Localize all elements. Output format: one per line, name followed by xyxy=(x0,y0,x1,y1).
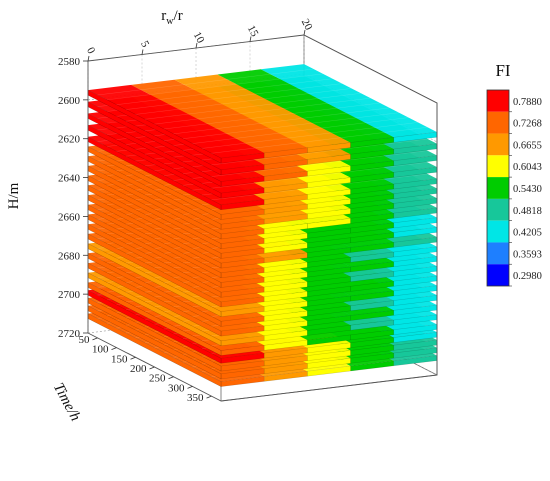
colorbar-swatch xyxy=(487,133,509,156)
layer-streak xyxy=(211,138,428,166)
colorbar-tick-label: 0.2980 xyxy=(513,271,542,282)
x-tick-label: 0 xyxy=(84,45,97,56)
colorbar-frame xyxy=(486,89,510,287)
colorbar-tick-label: 0.7268 xyxy=(513,119,542,130)
y-tick-mark xyxy=(130,356,136,360)
layer-streak xyxy=(211,127,428,154)
fi-layer xyxy=(87,64,438,164)
x-tick-label: 5 xyxy=(138,39,151,50)
x-tick-mark xyxy=(249,36,252,42)
z-tick-label: 2600 xyxy=(58,95,81,107)
x-axis-label-main: r xyxy=(161,8,166,24)
layer-streak xyxy=(211,173,428,201)
y-tick-mark xyxy=(168,376,174,380)
z-tick-label: 2640 xyxy=(58,173,81,185)
y-tick-mark xyxy=(111,347,117,350)
colorbar-swatch xyxy=(487,111,509,134)
colorbar-tick-label: 0.6655 xyxy=(513,140,542,151)
layer-top-band xyxy=(217,69,394,143)
x-tick-label: 20 xyxy=(299,17,315,33)
axis-ticks: 2580 2600 2620 2640 2660 2680 2700 2720 0 5 10 15 20… xyxy=(58,17,315,404)
z-tick-label: 2720 xyxy=(58,328,81,340)
z-tick-label: 2620 xyxy=(58,134,81,146)
x-tick-mark xyxy=(195,42,198,49)
x-tick-label: 10 xyxy=(191,30,207,46)
colorbar: 0.7880 0.7268 0.6655 0.6043 0.5430 0.4818 0.42… xyxy=(486,89,542,287)
z-tick-label: 2680 xyxy=(58,250,81,262)
y-tick-label: 100 xyxy=(92,344,109,356)
layer-streak xyxy=(173,107,390,135)
y-tick-label: 200 xyxy=(130,363,147,375)
layer-top-band xyxy=(131,79,308,153)
layer-streak xyxy=(125,83,343,110)
y-tick-label: 50 xyxy=(79,334,91,346)
box-edge xyxy=(220,374,438,402)
x-axis-label-tail: /r xyxy=(174,8,183,24)
colorbar-tick-label: 0.5430 xyxy=(513,184,542,195)
colorbar-swatch xyxy=(487,177,509,199)
colorbar-swatch xyxy=(487,220,509,243)
layer-streak xyxy=(163,102,381,130)
layer-streak xyxy=(116,78,333,105)
colorbar-swatch xyxy=(487,90,509,112)
colorbar-swatch xyxy=(487,242,509,265)
x-axis-label-sub: w xyxy=(166,16,174,27)
z-tick-label: 2660 xyxy=(58,211,81,223)
colorbar-title: FI xyxy=(495,61,510,80)
colorbar-tick-label: 0.4818 xyxy=(513,206,542,217)
layer-top-band xyxy=(260,64,437,138)
layer-streak xyxy=(144,93,362,120)
layer-streak xyxy=(211,150,428,177)
colorbar-swatch xyxy=(487,264,509,286)
layer-top-band xyxy=(88,84,265,159)
x-tick-label: 15 xyxy=(245,23,261,39)
z-tick-label: 2700 xyxy=(58,289,81,301)
layer-streak xyxy=(211,162,428,189)
y-tick-label: 300 xyxy=(168,382,185,394)
z-axis-label: H/m xyxy=(6,182,22,209)
colorbar-tick-label: 0.6043 xyxy=(513,162,542,173)
x-tick-mark xyxy=(141,49,144,55)
x-tick-mark xyxy=(303,29,306,36)
box-edge xyxy=(303,34,438,104)
layer-streak xyxy=(97,68,314,96)
x-axis-label: rw/r xyxy=(161,8,182,27)
layer-streak xyxy=(135,88,352,115)
layer-streak xyxy=(182,112,400,139)
y-tick-label: 150 xyxy=(111,353,128,365)
y-tick-mark xyxy=(92,337,98,341)
y-tick-mark xyxy=(206,395,212,399)
colorbar-tick-label: 0.4205 xyxy=(513,228,542,239)
layer-top-band xyxy=(174,74,351,148)
colorbar-swatch xyxy=(487,198,509,221)
colorbar-tick-label: 0.3593 xyxy=(513,249,542,260)
y-tick-mark xyxy=(149,366,155,370)
z-tick-label: 2580 xyxy=(58,56,81,68)
colorbar-tick-label: 0.7880 xyxy=(513,97,542,108)
fi-layer-stack xyxy=(87,64,438,388)
layer-streak xyxy=(106,73,324,101)
colorbar-swatch xyxy=(487,155,509,178)
layer-streak xyxy=(154,97,371,125)
y-axis-label: Time/h xyxy=(50,380,83,424)
y-tick-label: 350 xyxy=(187,392,204,404)
y-tick-label: 250 xyxy=(149,373,166,385)
x-tick-mark xyxy=(87,55,90,62)
y-tick-mark xyxy=(187,386,193,389)
layer-streak xyxy=(201,122,419,149)
layer-streak xyxy=(192,117,409,144)
